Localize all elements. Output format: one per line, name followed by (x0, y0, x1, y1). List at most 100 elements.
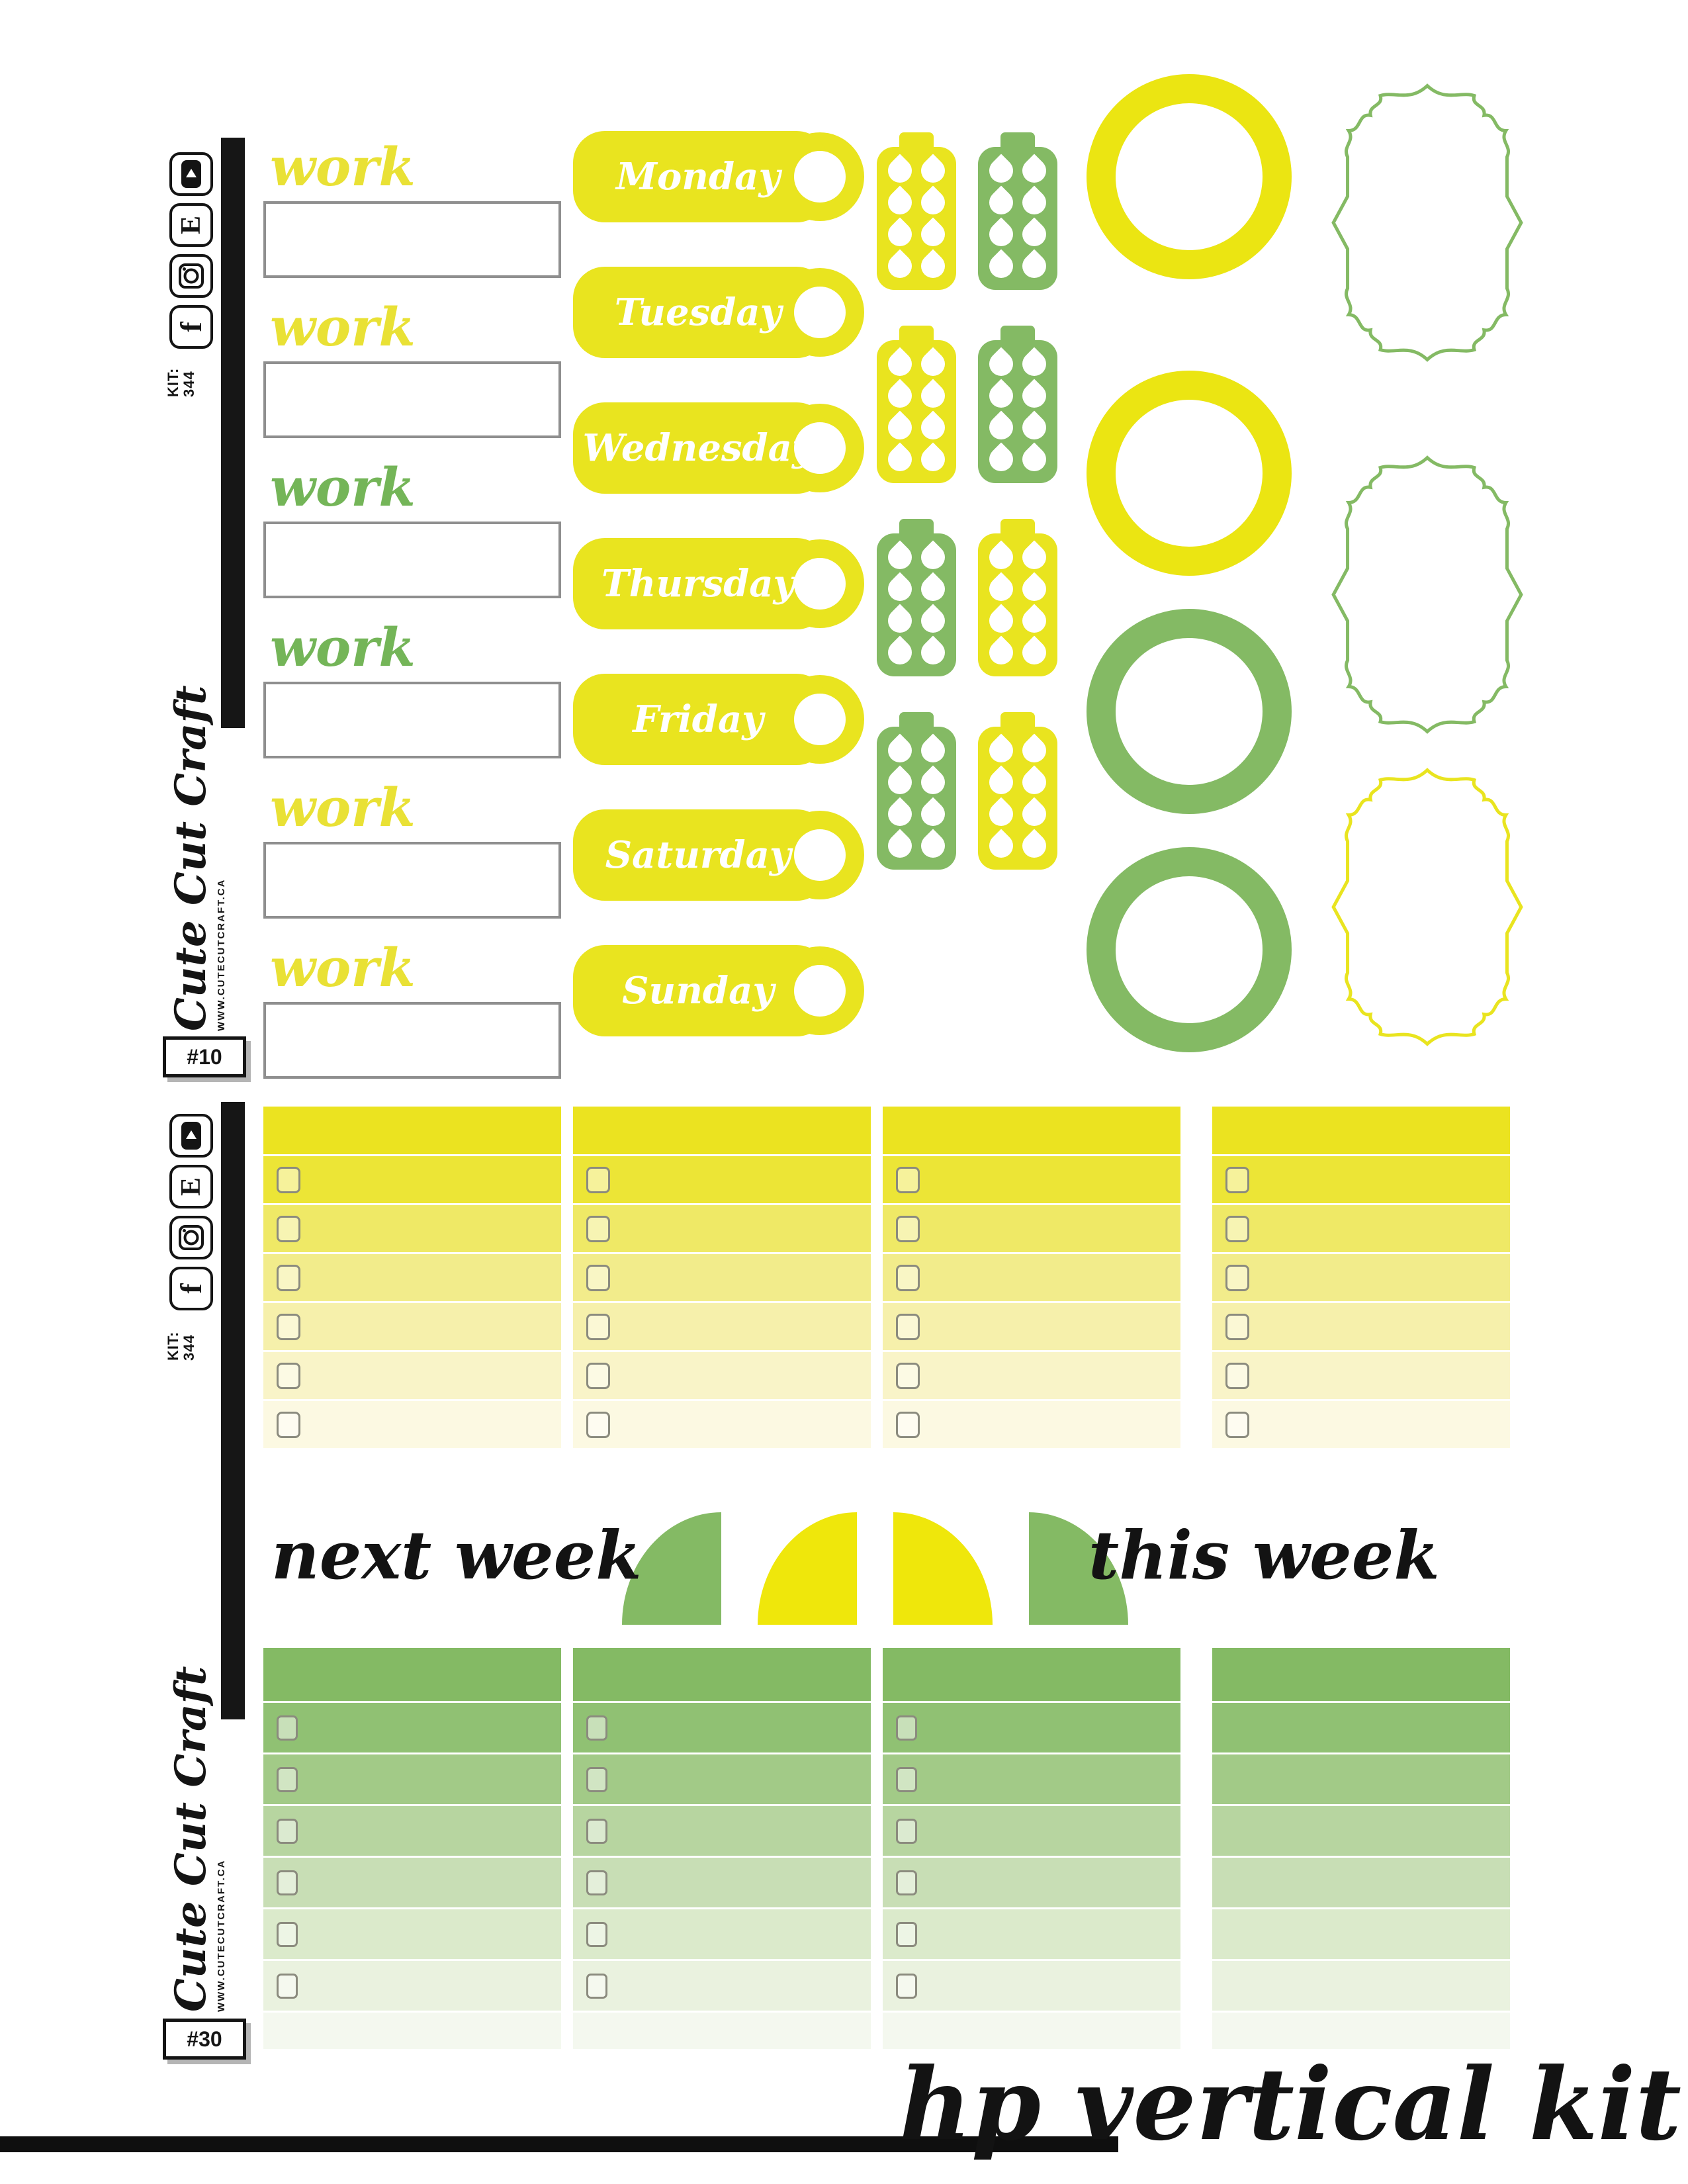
camera-lens (183, 1230, 199, 1246)
brand-block-sheet1: Cute Cut Craft WWW.CUTECUTCRAFT.CA (166, 685, 227, 1031)
circle-sticker (1087, 847, 1292, 1052)
water-drop-glyph (916, 185, 950, 220)
etsy-letter: E (176, 216, 206, 235)
bracket-frame-sticker (1318, 762, 1536, 1052)
day-tag-text: Sunday (622, 969, 774, 1013)
sheet2-divider-bar (221, 1102, 245, 1719)
checklist-row (883, 1752, 1180, 1804)
checklist-row (573, 1252, 871, 1301)
checklist-row (573, 1701, 871, 1752)
water-bottle-sticker (877, 712, 956, 870)
printed-checkbox (277, 1715, 298, 1741)
play-triangle (186, 1130, 197, 1139)
day-tag-hole (794, 422, 846, 474)
water-drop-glyph (1017, 635, 1051, 670)
bracket-frame-outline (1318, 78, 1536, 367)
day-tag-body (573, 538, 828, 629)
brand-website: WWW.CUTECUTCRAFT.CA (216, 1859, 227, 2012)
sheet1-number: #10 (187, 1044, 222, 1069)
water-drop-glyph (1017, 347, 1051, 381)
water-drop-glyph (1017, 829, 1051, 863)
work-label-box (263, 1002, 561, 1079)
day-tag-text: Saturday (605, 833, 791, 877)
half-dome-sticker (893, 1512, 993, 1625)
printed-checkbox (896, 1313, 920, 1340)
checklist-row (1212, 1804, 1510, 1856)
water-bottle-sticker (877, 519, 956, 676)
checklist-row (1212, 1907, 1510, 1959)
checklist-row (573, 1907, 871, 1959)
work-label-box (263, 682, 561, 758)
water-drop-glyph (883, 217, 917, 251)
printed-checkbox (277, 1313, 300, 1340)
printed-checkbox (586, 1818, 607, 1844)
checklist-tail (883, 2011, 1180, 2049)
water-bottle-sticker (978, 326, 1057, 483)
checklist-row (573, 1752, 871, 1804)
water-drop-glyph (984, 765, 1018, 799)
checklist-row (883, 1301, 1180, 1350)
checklist-row (883, 1252, 1180, 1301)
water-drop-glyph (883, 249, 917, 283)
play-triangle (186, 169, 197, 177)
water-drop-glyph (916, 733, 950, 768)
youtube-play-glyph (181, 1122, 201, 1150)
checklist-tail (573, 2011, 871, 2049)
water-drop-glyph (883, 604, 917, 638)
day-tag-hole (794, 829, 846, 881)
checklist-row (263, 1154, 561, 1203)
printed-checkbox (1225, 1362, 1249, 1389)
printed-checkbox (896, 1766, 917, 1792)
printed-checkbox (896, 1166, 920, 1193)
day-tag-body (573, 402, 828, 494)
checklist-row (263, 1804, 561, 1856)
checklist-column (883, 1107, 1180, 1448)
checklist-header (883, 1107, 1180, 1154)
water-drop-glyph (916, 829, 950, 863)
checklist-row (1212, 1252, 1510, 1301)
water-drop-glyph (883, 797, 917, 831)
printed-checkbox (896, 1715, 917, 1741)
sheet2-number-badge: #30 (163, 2019, 246, 2060)
checklist-row (1212, 1203, 1510, 1252)
day-tag-text: Wednesday (582, 426, 814, 470)
water-drop-glyph (916, 797, 950, 831)
water-drop-glyph (984, 733, 1018, 768)
water-drop-glyph (1017, 442, 1051, 477)
day-tag-sticker: Friday (573, 674, 864, 765)
bracket-frame-outline (1318, 450, 1536, 739)
sheet1-divider-bar (221, 138, 245, 728)
water-drop-glyph (883, 154, 917, 188)
water-drop-glyph (916, 540, 950, 574)
printed-checkbox (1225, 1166, 1249, 1193)
water-drop-glyph (883, 733, 917, 768)
checklist-row (883, 1399, 1180, 1448)
work-label-script: work (270, 616, 416, 678)
printed-checkbox (277, 1166, 300, 1193)
water-drop-glyph (1017, 217, 1051, 251)
checklist-row (883, 1907, 1180, 1959)
facebook-letter: f (174, 322, 208, 332)
water-drop-glyph (1017, 572, 1051, 606)
day-tag-text: Monday (615, 155, 781, 199)
printed-checkbox (1225, 1411, 1249, 1438)
next-week-label: next week (271, 1516, 642, 1594)
work-label-script: work (270, 936, 416, 999)
water-drop-glyph (1017, 249, 1051, 283)
day-tag-hole (794, 151, 846, 203)
day-tag-sticker: Tuesday (573, 267, 864, 358)
work-label-box (263, 842, 561, 919)
day-tag-body (573, 131, 828, 222)
water-drop-glyph (883, 410, 917, 445)
printed-checkbox (586, 1264, 610, 1291)
water-drop-glyph (883, 347, 917, 381)
day-tag-hole (794, 965, 846, 1017)
bottle-body (877, 147, 956, 290)
checklist-row (883, 1804, 1180, 1856)
checklist-tail (263, 2011, 561, 2049)
water-drop-glyph (883, 540, 917, 574)
day-tag-body (573, 945, 828, 1036)
water-drop-glyph (1017, 733, 1051, 768)
checklist-row (573, 1856, 871, 1907)
